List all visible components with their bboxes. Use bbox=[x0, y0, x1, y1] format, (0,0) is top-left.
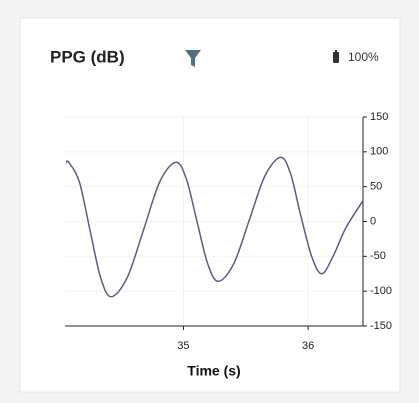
x-axis-label: Time (s) bbox=[187, 363, 240, 379]
y-tick-label: 0 bbox=[370, 215, 376, 227]
battery-icon bbox=[333, 52, 339, 63]
x-tick-label: 36 bbox=[302, 340, 314, 352]
y-tick-label: 100 bbox=[370, 146, 388, 158]
card bbox=[19, 17, 401, 393]
y-tick-label: 50 bbox=[370, 181, 382, 193]
battery-level: 100% bbox=[348, 50, 379, 64]
y-tick-label: -100 bbox=[370, 285, 392, 297]
data-line bbox=[65, 156, 364, 298]
chart-title: PPG (dB) bbox=[50, 47, 125, 66]
filter-icon[interactable] bbox=[185, 50, 201, 67]
x-tick-label: 35 bbox=[177, 340, 189, 352]
y-tick-label: -150 bbox=[370, 320, 392, 332]
y-tick-label: -50 bbox=[370, 250, 386, 262]
battery-cap bbox=[335, 50, 337, 52]
y-tick-label: 150 bbox=[370, 111, 388, 123]
